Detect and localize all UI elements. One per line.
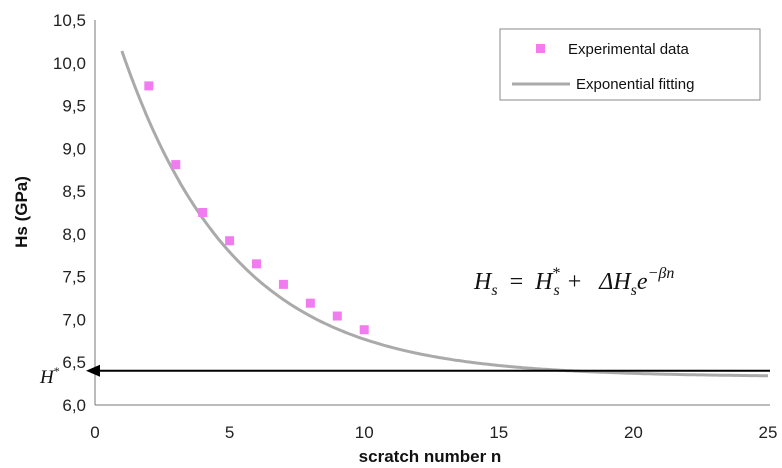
data-point <box>278 279 288 289</box>
y-axis-title: Hs (GPa) <box>12 176 31 248</box>
fit-equation: Hs = H* s + ΔHse−βn <box>473 265 674 299</box>
experimental-points <box>144 81 369 335</box>
data-point <box>198 208 208 217</box>
exponential-fit-line <box>120 50 768 378</box>
legend-marker-experimental <box>536 44 545 53</box>
eq-lhs-sub: s <box>491 282 497 299</box>
eq-term1-sub: s <box>553 282 559 299</box>
eq-lhs: H <box>473 269 493 295</box>
y-tick-label: 8,5 <box>62 182 86 201</box>
y-tick-label: 10,0 <box>53 54 86 73</box>
legend-label-fit: Exponential fitting <box>576 76 694 93</box>
legend-box <box>499 28 761 101</box>
y-tick-label: 6,0 <box>62 396 86 415</box>
asymptote-label-base: H <box>39 367 55 388</box>
x-tick-label: 0 <box>90 423 99 442</box>
y-tick-label: 9,5 <box>62 97 86 116</box>
legend-label-experimental: Experimental data <box>568 41 690 58</box>
x-axis-title: scratch number n <box>359 447 502 466</box>
data-point <box>144 81 154 91</box>
x-tick-labels: 0 5 10 15 20 25 <box>90 423 777 442</box>
y-tick-labels: 6,0 6,5 7,0 7,5 8,0 8,5 9,0 9,5 10,0 10,5 <box>53 11 86 415</box>
asymptote-arrowhead <box>86 364 100 377</box>
y-tick-label: 6,5 <box>62 353 86 372</box>
data-point <box>252 259 262 269</box>
x-tick-label: 10 <box>355 423 374 442</box>
legend: Experimental data Exponential fitting <box>499 28 761 101</box>
y-tick-label: 8,0 <box>62 225 86 244</box>
y-tick-label: 7,0 <box>62 310 86 329</box>
asymptote-label: H* <box>39 364 60 388</box>
eq-plus: + <box>568 269 582 295</box>
data-point <box>359 325 369 335</box>
x-tick-label: 25 <box>759 423 778 442</box>
data-point <box>332 311 342 321</box>
eq-term2: ΔH <box>598 269 632 295</box>
y-tick-label: 7,5 <box>62 268 86 287</box>
eq-exponent: −βn <box>648 265 675 282</box>
asymptote-label-star: * <box>54 364 60 378</box>
eq-term1-sup: * <box>552 265 560 282</box>
data-point <box>305 298 315 308</box>
x-tick-label: 15 <box>489 423 508 442</box>
data-point <box>225 236 235 246</box>
data-point <box>171 160 181 170</box>
x-tick-label: 20 <box>624 423 643 442</box>
eq-term1: H <box>534 269 554 295</box>
eq-term2-sub: s <box>631 282 637 299</box>
y-tick-label: 9,0 <box>62 139 86 158</box>
y-tick-label: 10,5 <box>53 11 86 30</box>
axes <box>94 20 770 406</box>
eq-e: e <box>637 269 648 295</box>
x-tick-label: 5 <box>225 423 234 442</box>
eq-equals: = <box>510 269 524 295</box>
